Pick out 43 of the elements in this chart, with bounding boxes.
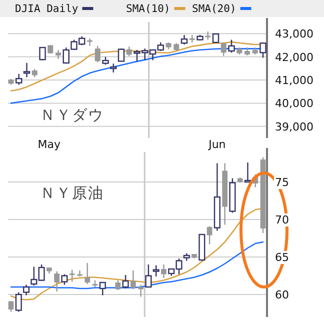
candlestick (23, 62, 30, 78)
x-tick-label: Jun (208, 138, 226, 151)
candlestick (130, 270, 136, 290)
y-tick-label: 41,000 (275, 74, 314, 87)
candlestick (220, 42, 226, 57)
candlestick (145, 264, 152, 288)
y-tick-label: 40,000 (275, 97, 314, 110)
candlestick (99, 282, 106, 296)
candlestick (86, 38, 93, 46)
candlestick (122, 274, 129, 290)
candlestick (69, 269, 75, 282)
candlestick (39, 46, 46, 61)
legend-label: SMA(10) (126, 3, 170, 15)
legend-label: DJIA Daily (15, 3, 78, 15)
y-tick-label: 42,000 (275, 50, 314, 64)
y-tick-label: 70 (275, 214, 289, 226)
candlestick (115, 280, 121, 291)
text: ＮＹ原油 (40, 184, 104, 202)
candlestick (16, 73, 22, 86)
candlestick (94, 45, 100, 63)
y-tick-label: 65 (275, 251, 289, 264)
candlestick (206, 226, 212, 245)
candlestick (54, 270, 60, 292)
candlestick (228, 39, 235, 54)
candlestick (77, 270, 82, 278)
candlestick (180, 34, 188, 46)
y-tick-label: 43,000 (275, 28, 314, 41)
candlestick (23, 284, 30, 296)
candlestick (138, 284, 144, 298)
candlestick (84, 262, 90, 285)
legend-label: SMA(20) (192, 3, 236, 15)
y-tick-label: 75 (275, 176, 289, 189)
candlestick (152, 264, 160, 278)
y-tick-label: 39,000 (275, 120, 314, 134)
candlestick (15, 292, 22, 312)
text: ＮＹダウ (40, 106, 104, 124)
candlestick (126, 46, 132, 57)
candlestick (118, 48, 125, 62)
y-tick-label: 60 (275, 288, 289, 302)
candlestick (260, 42, 266, 58)
candlestick (161, 264, 166, 279)
x-tick-label: May (38, 138, 62, 151)
candlestick (61, 274, 68, 286)
